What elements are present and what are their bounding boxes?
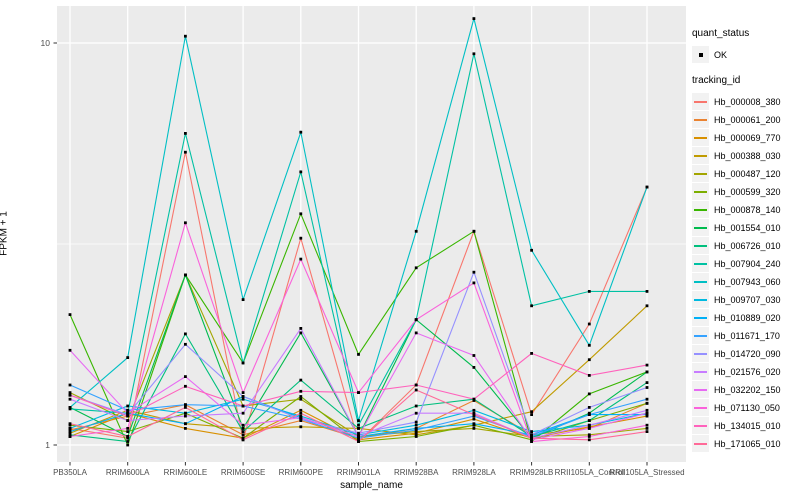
legend-label: Hb_011671_170 xyxy=(714,330,780,341)
legend-item-ok: OK xyxy=(692,46,798,63)
legend-key-line-icon xyxy=(692,273,709,290)
legend-item-Hb_010889_020: Hb_010889_020 xyxy=(692,309,798,326)
y-axis-title: FPKM + 1 xyxy=(0,211,10,256)
legend-key-line-icon xyxy=(692,147,709,164)
legend-item-Hb_009707_030: Hb_009707_030 xyxy=(692,291,798,308)
legend-key-line-icon xyxy=(692,201,709,218)
legend-label: Hb_007943_060 xyxy=(714,276,781,287)
legend-key-line-icon xyxy=(692,237,709,254)
legend-label: Hb_006726_010 xyxy=(714,240,781,251)
svg-text:RRIM600SE: RRIM600SE xyxy=(221,468,265,477)
svg-text:RRIM928BA: RRIM928BA xyxy=(394,468,439,477)
legend-key-line-icon xyxy=(692,165,709,182)
legend-key-line-icon xyxy=(692,327,709,344)
legend-item-Hb_000388_030: Hb_000388_030 xyxy=(692,147,798,164)
legend-item-Hb_071130_050: Hb_071130_050 xyxy=(692,399,798,416)
legend-key-line-icon xyxy=(692,345,709,362)
legend-label-ok: OK xyxy=(714,49,728,60)
svg-text:RRIM928LA: RRIM928LA xyxy=(452,468,496,477)
legend-item-Hb_000487_120: Hb_000487_120 xyxy=(692,165,798,182)
legend: quant_status OK tracking_id Hb_000008_38… xyxy=(692,28,798,453)
legend-item-Hb_171065_010: Hb_171065_010 xyxy=(692,435,798,452)
x-axis-title: sample_name xyxy=(340,480,403,491)
svg-text:PB350LA: PB350LA xyxy=(53,468,87,477)
legend-label: Hb_000061_200 xyxy=(714,114,781,125)
legend-label: Hb_000878_140 xyxy=(714,204,781,215)
legend-label: Hb_021576_020 xyxy=(714,366,781,377)
legend-label: Hb_000069_770 xyxy=(714,132,781,143)
legend-label: Hb_009707_030 xyxy=(714,294,781,305)
legend-key-line-icon xyxy=(692,219,709,236)
legend-key-line-icon xyxy=(692,381,709,398)
legend-key-line-icon xyxy=(692,435,709,452)
svg-text:RRIM901LA: RRIM901LA xyxy=(337,468,381,477)
legend-label: Hb_010889_020 xyxy=(714,312,781,323)
x-tick-labels: PB350LA RRIM600LA RRIM600LE RRIM600SE RRIM60… xyxy=(53,468,684,477)
legend-key-line-icon xyxy=(692,255,709,272)
panel-background xyxy=(57,6,686,462)
legend-label: Hb_000388_030 xyxy=(714,150,781,161)
svg-text:RRIM600LA: RRIM600LA xyxy=(106,468,150,477)
legend-title-tracking-id: tracking_id xyxy=(692,75,741,86)
legend-item-Hb_000599_320: Hb_000599_320 xyxy=(692,183,798,200)
legend-key-line-icon xyxy=(692,129,709,146)
legend-key-line-icon xyxy=(692,309,709,326)
legend-item-Hb_000008_380: Hb_000008_380 xyxy=(692,93,798,110)
legend-title-quant-status: quant_status xyxy=(692,28,750,39)
legend-item-Hb_007943_060: Hb_007943_060 xyxy=(692,273,798,290)
legend-key-line-icon xyxy=(692,291,709,308)
legend-label: Hb_000487_120 xyxy=(714,168,781,179)
legend-item-Hb_014720_090: Hb_014720_090 xyxy=(692,345,798,362)
legend-key-line-icon xyxy=(692,417,709,434)
legend-label: Hb_014720_090 xyxy=(714,348,781,359)
svg-text:10: 10 xyxy=(41,38,51,48)
axis-ticks xyxy=(53,42,648,466)
legend-label: Hb_071130_050 xyxy=(714,402,780,413)
legend-label: Hb_134015_010 xyxy=(714,420,781,431)
legend-item-Hb_021576_020: Hb_021576_020 xyxy=(692,363,798,380)
legend-item-Hb_032202_150: Hb_032202_150 xyxy=(692,381,798,398)
y-tick-labels: 10 1 xyxy=(41,38,51,450)
legend-item-Hb_134015_010: Hb_134015_010 xyxy=(692,417,798,434)
legend-key-line-icon xyxy=(692,399,709,416)
svg-text:RRIM600PE: RRIM600PE xyxy=(279,468,323,477)
svg-text:RRIM928LB: RRIM928LB xyxy=(510,468,554,477)
legend-key-line-icon xyxy=(692,183,709,200)
svg-text:RRII105LA_Control: RRII105LA_Control xyxy=(555,468,625,477)
legend-label: Hb_032202_150 xyxy=(714,384,781,395)
legend-item-Hb_000061_200: Hb_000061_200 xyxy=(692,111,798,128)
svg-text:RRII105LA_Stressed: RRII105LA_Stressed xyxy=(609,468,684,477)
legend-item-Hb_011671_170: Hb_011671_170 xyxy=(692,327,798,344)
legend-label: Hb_000008_380 xyxy=(714,96,781,107)
svg-text:1: 1 xyxy=(45,440,50,450)
legend-tracking-items: Hb_000008_380 Hb_000061_200 Hb_000069_770 H… xyxy=(692,93,798,452)
legend-item-Hb_000069_770: Hb_000069_770 xyxy=(692,129,798,146)
legend-label: Hb_000599_320 xyxy=(714,186,781,197)
legend-label: Hb_001554_010 xyxy=(714,222,781,233)
legend-item-Hb_006726_010: Hb_006726_010 xyxy=(692,237,798,254)
legend-key-ok xyxy=(692,46,709,63)
point-marker-icon xyxy=(698,52,703,57)
legend-item-Hb_000878_140: Hb_000878_140 xyxy=(692,201,798,218)
data-point-markers xyxy=(68,17,649,447)
legend-key-line-icon xyxy=(692,363,709,380)
major-gridlines xyxy=(57,6,686,462)
legend-key-line-icon xyxy=(692,111,709,128)
legend-label: Hb_007904_240 xyxy=(714,258,781,269)
legend-item-Hb_001554_010: Hb_001554_010 xyxy=(692,219,798,236)
svg-text:RRIM600LE: RRIM600LE xyxy=(164,468,208,477)
legend-key-line-icon xyxy=(692,93,709,110)
legend-item-Hb_007904_240: Hb_007904_240 xyxy=(692,255,798,272)
legend-label: Hb_171065_010 xyxy=(714,438,781,449)
